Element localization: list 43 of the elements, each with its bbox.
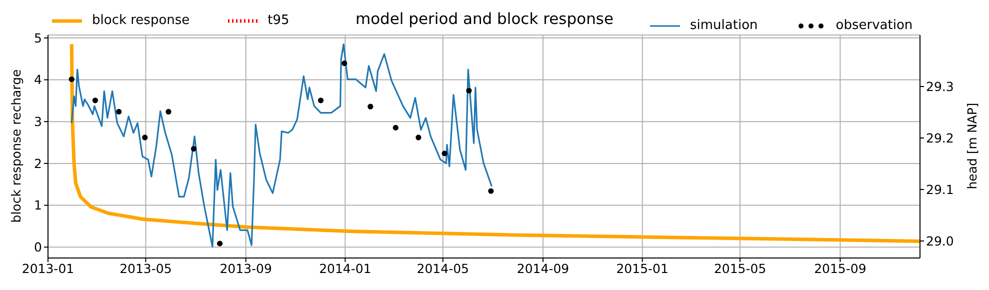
y2-tick-label: 29.1	[926, 182, 954, 197]
point	[416, 134, 422, 140]
x-tick-label: 2014-09	[516, 260, 570, 276]
point	[488, 188, 494, 194]
x-tick-label: 2013-05	[120, 260, 172, 276]
x-tick-label: 2013-09	[220, 260, 272, 276]
point	[68, 76, 74, 82]
point	[342, 60, 348, 66]
legend-label: observation	[836, 18, 913, 33]
chart-title: model period and block response	[355, 10, 614, 28]
legend-label: t95	[268, 13, 290, 28]
line-series	[70, 42, 920, 244]
y2-tick-label: 29.3	[926, 78, 954, 94]
point	[216, 240, 223, 246]
point	[466, 88, 472, 94]
point	[92, 98, 98, 104]
x-tick-label: 2015-09	[814, 260, 866, 276]
y-tick-label: 0	[34, 240, 42, 255]
y-tick-label: 1	[34, 198, 42, 213]
point	[166, 108, 172, 115]
legend-label: block response	[92, 13, 190, 28]
y-tick-label: 4	[34, 72, 42, 88]
point	[442, 150, 448, 156]
x-tick-label: 2014-01	[319, 260, 372, 276]
point	[142, 134, 148, 140]
y2-tick-label: 29.0	[926, 233, 954, 248]
x-tick-label: 2015-05	[714, 260, 766, 276]
point	[190, 146, 197, 152]
y-axis-title: block response recharge	[8, 69, 24, 223]
y-tick-label: 2	[34, 156, 42, 171]
point	[116, 108, 122, 115]
legend-label: simulation	[690, 18, 758, 33]
y-tick-label: 5	[34, 30, 42, 46]
y2-axis-title: head [m NAP]	[964, 102, 980, 190]
x-tick-label: 2015-01	[616, 260, 668, 276]
line-series	[70, 43, 493, 248]
point	[318, 98, 324, 104]
point	[368, 104, 374, 110]
y-tick-label: 3	[34, 114, 42, 130]
point	[392, 124, 398, 130]
x-tick-label: 2014-05	[416, 260, 469, 276]
x-tick-label: 2013-01	[22, 260, 74, 276]
y2-tick-label: 29.2	[926, 130, 954, 146]
